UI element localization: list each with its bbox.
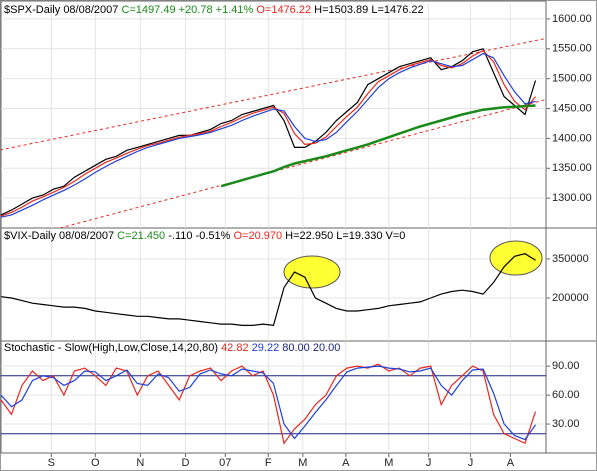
channel-lower — [59, 98, 546, 228]
x-tick-label: J — [426, 457, 432, 469]
x-tick-label: N — [136, 457, 144, 469]
change-pct: -0.51% — [196, 230, 231, 242]
x-tick-label: M — [384, 457, 393, 469]
volume: V=0 — [386, 230, 406, 242]
date: 08/08/2007 — [63, 4, 118, 16]
x-tick-label: O — [91, 457, 100, 469]
x-tick-label: D — [181, 457, 189, 469]
low: L=19.330 — [336, 230, 382, 242]
x-tick-label: A — [342, 457, 350, 469]
change: +20.78 — [179, 4, 213, 16]
series-line — [0, 52, 536, 218]
highlight — [489, 240, 543, 276]
series-line — [0, 365, 536, 441]
y-tick-label: 60.00 — [552, 389, 580, 401]
header: $SPX-Daily 08/08/2007 C=1497.49 +20.78 +… — [4, 4, 424, 16]
series-line — [0, 253, 536, 327]
y-tick-label: 1350.00 — [552, 162, 592, 174]
header: $VIX-Daily 08/08/2007 C=21.450 -.110 -0.… — [4, 230, 405, 242]
series-line — [220, 104, 536, 188]
symbol: $SPX-Daily — [4, 4, 61, 16]
y-tick-label: 1450.00 — [552, 102, 592, 114]
y-tick-label: 1400.00 — [552, 132, 592, 144]
open: O=1476.22 — [256, 4, 311, 16]
symbol: $VIX-Daily — [4, 230, 56, 242]
x-tick-label: F — [265, 457, 272, 469]
open: O=20.970 — [233, 230, 282, 242]
high: H=1503.89 — [314, 4, 368, 16]
y-tick-label: 1500.00 — [552, 73, 592, 85]
x-tick-label: M — [298, 457, 307, 469]
change-pct: +1.41% — [216, 4, 254, 16]
d-value: 29.22 — [252, 342, 280, 354]
k-value: 42.82 — [221, 342, 249, 354]
highlight — [283, 255, 341, 289]
change: -.110 — [168, 230, 192, 242]
x-tick-label: S — [48, 457, 55, 469]
level: 80.00 — [282, 342, 310, 354]
y-tick-label: 1300.00 — [552, 192, 592, 204]
level: 20.00 — [313, 342, 341, 354]
y-tick-label: 1550.00 — [552, 43, 592, 55]
y-tick-label: 30.00 — [552, 418, 580, 430]
series-line — [0, 49, 536, 217]
y-tick-label: 1600.00 — [552, 13, 592, 25]
close: C=1497.49 — [121, 4, 175, 16]
high: H=22.950 — [285, 230, 333, 242]
y-tick-label: 200000 — [552, 292, 589, 304]
close: C=21.450 — [117, 230, 165, 242]
trend-channel — [1, 37, 546, 228]
x-tick-label: J — [468, 457, 474, 469]
series-line — [0, 48, 537, 216]
date: 08/08/2007 — [59, 230, 114, 242]
y-tick-label: 90.00 — [552, 360, 580, 372]
y-tick-label: 350000 — [552, 253, 589, 265]
indicator-title: Stochastic - Slow(High,Low,Close,14,20,8… — [4, 342, 218, 354]
x-tick-label: 07 — [219, 457, 231, 469]
x-tick-label: A — [507, 457, 515, 469]
header: Stochastic - Slow(High,Low,Close,14,20,8… — [4, 342, 340, 354]
low: L=1476.22 — [371, 4, 423, 16]
